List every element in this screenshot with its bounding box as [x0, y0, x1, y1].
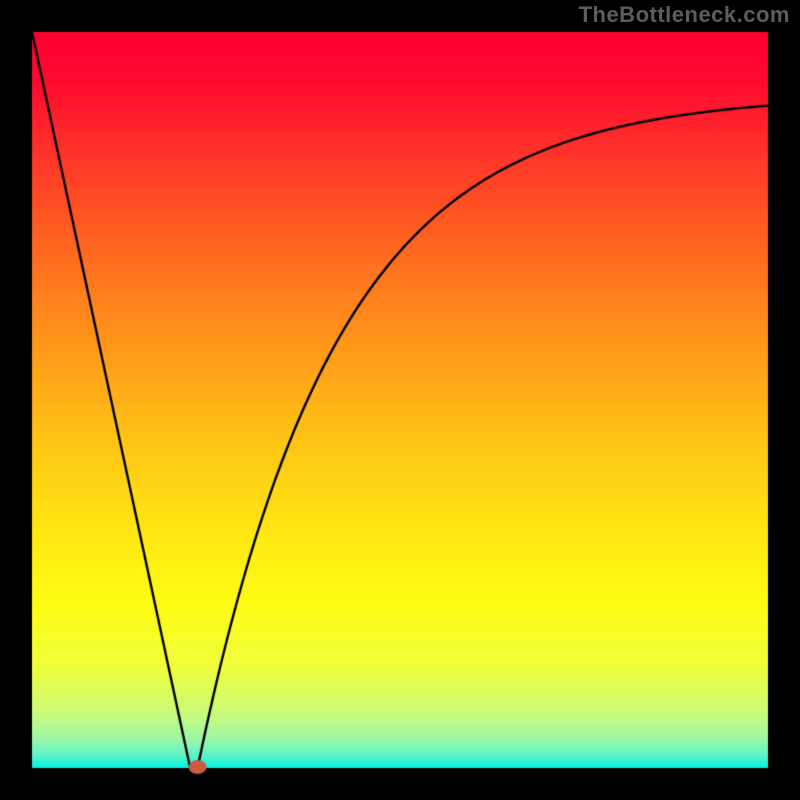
chart-stage: TheBottleneck.com: [0, 0, 800, 800]
watermark-text: TheBottleneck.com: [579, 2, 790, 28]
bottleneck-chart-canvas: [0, 0, 800, 800]
